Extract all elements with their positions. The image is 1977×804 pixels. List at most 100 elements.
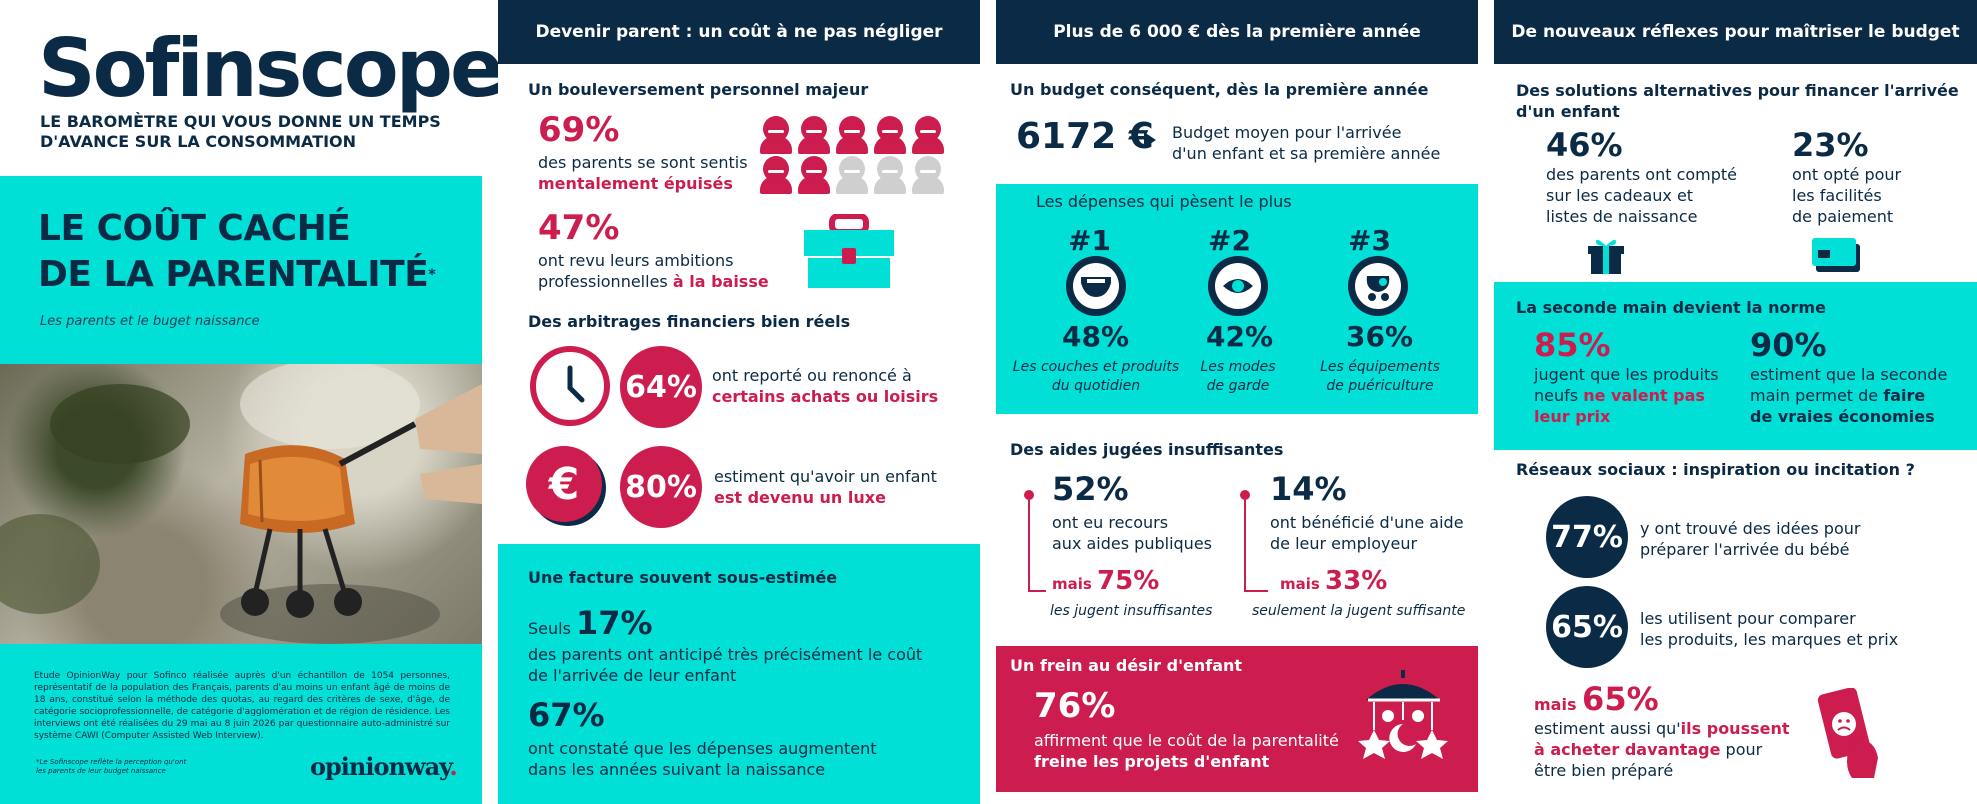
eye-icon bbox=[1208, 256, 1268, 316]
stat-percent-circle: 65% bbox=[1546, 586, 1628, 668]
briefcase-icon bbox=[804, 213, 894, 290]
budget-value: 6172 € bbox=[1016, 116, 1154, 157]
stat-percent: 85% bbox=[1534, 326, 1611, 364]
stat-text: ont revu leurs ambitions professionnelle… bbox=[538, 251, 769, 291]
stat-percent: 76% bbox=[1034, 686, 1116, 726]
section-title: Un budget conséquent, dès la première an… bbox=[1010, 80, 1429, 99]
people-chart bbox=[760, 116, 960, 194]
column-header: Plus de 6 000 € dès la première année bbox=[996, 0, 1478, 64]
phone-sad-icon bbox=[1812, 687, 1884, 784]
stat-percent-circle: 64% bbox=[620, 346, 702, 428]
person-icon bbox=[798, 116, 830, 154]
euro-symbol: € bbox=[526, 446, 602, 522]
stat-text: des parents se sont sentis mentalement é… bbox=[538, 153, 748, 193]
column-header: Devenir parent : un coût à ne pas néglig… bbox=[498, 0, 980, 64]
rank-text: Les couches et produits du quotidien bbox=[1012, 359, 1180, 394]
person-icon bbox=[912, 156, 944, 194]
page-subtitle: Les parents et le buget naissance bbox=[40, 314, 260, 329]
column-reflexes: De nouveaux réflexes pour maîtriser le b… bbox=[1494, 0, 1977, 804]
section-title: Un bouleversement personnel majeur bbox=[528, 80, 869, 99]
person-icon bbox=[836, 116, 868, 154]
stat-text: des parents ont anticipé très précisémen… bbox=[528, 645, 923, 685]
stat-percent: 14% bbox=[1270, 470, 1347, 508]
stat-text: estiment qu'avoir un enfant est devenu u… bbox=[714, 467, 937, 507]
clock-icon bbox=[530, 346, 610, 426]
page-title: LE COÛT CACHÉ DE LA PARENTALITÉ* bbox=[38, 208, 436, 295]
footnote: *Le Sofinscope reflète la perception qu'… bbox=[36, 758, 187, 775]
desire-panel: Un frein au désir d'enfant 76% affirment… bbox=[996, 646, 1478, 792]
bullet-dot bbox=[1240, 490, 1250, 500]
rank-label: #2 bbox=[1208, 224, 1251, 257]
stat-percent: 67% bbox=[528, 696, 605, 734]
stat-percent: 47% bbox=[538, 208, 620, 248]
person-icon bbox=[760, 156, 792, 194]
gift-icon bbox=[1586, 236, 1626, 278]
rank-percent: 36% bbox=[1346, 320, 1414, 353]
brand-column: Sofinscope LE BAROMÈTRE QUI VOUS DONNE U… bbox=[0, 0, 504, 804]
stat-text: estiment aussi qu'ils poussent à acheter… bbox=[1534, 719, 1790, 780]
stat-text: ont eu recours aux aides publiques bbox=[1052, 513, 1212, 553]
stat-text: jugent que les produits neufs ne valent … bbox=[1534, 365, 1719, 426]
section-title: La seconde main devient la norme bbox=[1516, 298, 1826, 317]
sub-stat-text: les jugent insuffisantes bbox=[1050, 603, 1213, 619]
stat-text: y ont trouvé des idées pour préparer l'ar… bbox=[1640, 519, 1861, 559]
mobile-toy-icon bbox=[1358, 668, 1448, 776]
person-icon bbox=[912, 116, 944, 154]
stat-text: estiment que la seconde main permet de f… bbox=[1750, 365, 1948, 426]
stat-text: affirment que le coût de la parentalité … bbox=[1034, 731, 1339, 771]
section-title: Les dépenses qui pèsent le plus bbox=[1036, 192, 1292, 211]
sub-stat: mais 65% bbox=[1534, 680, 1659, 718]
column-cost: Devenir parent : un coût à ne pas néglig… bbox=[498, 0, 980, 804]
rank-text: Les modes de garde bbox=[1200, 359, 1276, 394]
rank-percent: 48% bbox=[1062, 320, 1130, 353]
bracket-line bbox=[1244, 498, 1268, 592]
bullet-dot bbox=[1024, 490, 1034, 500]
column-header: De nouveaux réflexes pour maîtriser le b… bbox=[1494, 0, 1977, 64]
section-title: Des solutions alternatives pour financer… bbox=[1516, 81, 1959, 121]
stat-text: ont reporté ou renoncé à certains achats… bbox=[712, 366, 939, 406]
stat-percent-circle: 80% bbox=[620, 446, 702, 528]
stat-percent: 52% bbox=[1052, 470, 1129, 508]
opinionway-logo: opinionway. bbox=[310, 752, 458, 781]
stat-percent: 69% bbox=[538, 110, 620, 150]
stat-percent-circle: 77% bbox=[1546, 496, 1628, 578]
stroller-icon bbox=[1348, 256, 1408, 316]
section-title: Une facture souvent sous-estimée bbox=[528, 568, 838, 587]
section-title: Un frein au désir d'enfant bbox=[1010, 656, 1243, 675]
footer-panel: Etude OpinionWay pour Sofinco réalisée a… bbox=[0, 644, 482, 804]
stat-text: les utilisent pour comparer les produits,… bbox=[1640, 609, 1899, 649]
sub-stat: mais 33% bbox=[1280, 566, 1388, 596]
sub-stat-text: seulement la jugent suffisante bbox=[1252, 603, 1466, 619]
bracket-line bbox=[1028, 498, 1046, 592]
diaper-icon bbox=[1066, 256, 1126, 316]
budget-text: Budget moyen pour l'arrivée d'un enfant … bbox=[1172, 123, 1441, 163]
person-icon bbox=[798, 156, 830, 194]
stat-percent: 23% bbox=[1792, 126, 1869, 164]
person-icon bbox=[760, 116, 792, 154]
tagline: LE BAROMÈTRE QUI VOUS DONNE UN TEMPS D'A… bbox=[40, 112, 441, 151]
card-icon bbox=[1812, 236, 1862, 276]
sofinscope-logo: Sofinscope bbox=[38, 22, 504, 115]
sub-stat: mais 75% bbox=[1052, 566, 1160, 596]
rank-percent: 42% bbox=[1206, 320, 1274, 353]
methodology-note: Etude OpinionWay pour Sofinco réalisée a… bbox=[34, 671, 450, 741]
person-icon bbox=[836, 156, 868, 194]
second-hand-panel: La seconde main devient la norme 85% jug… bbox=[1494, 282, 1977, 450]
stat-text: ont constaté que les dépenses augmentent… bbox=[528, 739, 877, 779]
stat-text: ont bénéficié d'une aide de leur employeu… bbox=[1270, 513, 1464, 553]
estimate-panel: Une facture souvent sous-estimée Seuls 1… bbox=[498, 544, 980, 804]
rank-text: Les équipements de puériculture bbox=[1320, 359, 1440, 394]
hero-panel: LE COÛT CACHÉ DE LA PARENTALITÉ* Les par… bbox=[0, 176, 482, 364]
stat-percent: 46% bbox=[1546, 126, 1623, 164]
stat-text: des parents ont compté sur les cadeaux et… bbox=[1546, 165, 1738, 226]
person-icon bbox=[874, 116, 906, 154]
rank-label: #3 bbox=[1348, 224, 1391, 257]
column-budget: Plus de 6 000 € dès la première année Un… bbox=[996, 0, 1478, 804]
section-title: Des arbitrages financiers bien réels bbox=[528, 312, 851, 331]
top-expenses-panel: Les dépenses qui pèsent le plus #1 48% L… bbox=[996, 184, 1478, 414]
section-title: Des aides jugées insuffisantes bbox=[1010, 440, 1284, 459]
stroller-photo bbox=[0, 364, 482, 644]
stat-percent: 90% bbox=[1750, 326, 1827, 364]
play-triangle-icon bbox=[1144, 132, 1156, 148]
person-icon bbox=[874, 156, 906, 194]
